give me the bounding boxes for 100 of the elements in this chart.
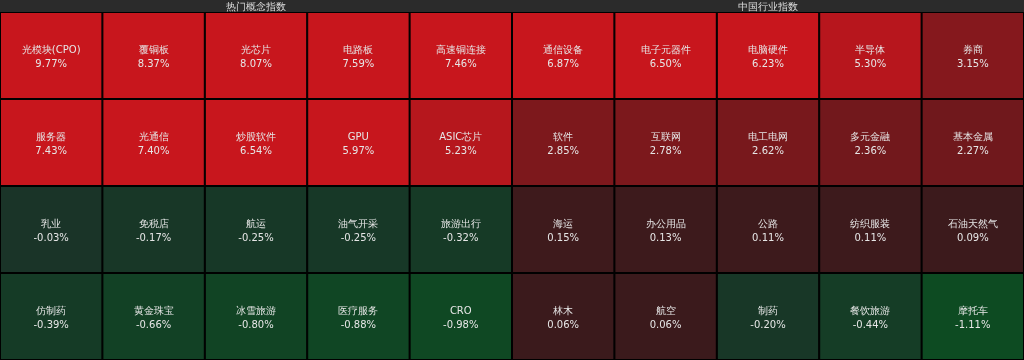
- category-label: 基本金属: [952, 130, 993, 142]
- category-label: 光芯片: [241, 43, 271, 55]
- data-label: 0.15%: [547, 231, 580, 243]
- data-label: -0.17%: [135, 231, 172, 243]
- category-label: 石油天然气: [947, 217, 998, 229]
- data-label: 5.30%: [854, 57, 887, 69]
- data-label: 2.36%: [854, 144, 887, 156]
- data-label: -0.98%: [443, 318, 479, 330]
- cell: 电工电网 2.62%: [716, 99, 820, 186]
- data-label: -0.32%: [443, 231, 479, 243]
- data-label: 7.43%: [35, 144, 68, 156]
- data-label: -0.88%: [340, 318, 377, 330]
- data-label: 7.40%: [137, 144, 170, 156]
- data-label: -0.03%: [33, 231, 69, 243]
- category-label: 免税店: [138, 217, 169, 229]
- cell: 光芯片 8.07%: [204, 12, 308, 99]
- category-label: 电子元器件: [640, 43, 691, 55]
- data-label: 2.27%: [956, 144, 989, 156]
- category-label: 电脑硬件: [748, 43, 788, 55]
- category-label: 海运: [553, 217, 574, 229]
- category-label: 乳业: [41, 217, 62, 229]
- data-label: 6.23%: [752, 57, 784, 69]
- data-label: -0.25%: [238, 231, 274, 243]
- category-label: 覆铜板: [138, 43, 169, 55]
- title: 热门概念指数: [226, 1, 286, 12]
- category-label: 航运: [246, 217, 266, 229]
- cell: 摩托车 -1.11%: [921, 273, 1024, 360]
- category-label: 多元金融: [850, 130, 891, 142]
- cell: 基本金属 2.27%: [921, 99, 1024, 186]
- data-label: 8.07%: [240, 57, 272, 69]
- category-label: 光通信: [138, 130, 169, 142]
- data-label: -0.39%: [33, 318, 69, 330]
- category-label: 林木: [552, 304, 574, 316]
- cell: 券商 3.15%: [921, 12, 1024, 99]
- data-label: 0.06%: [547, 318, 580, 330]
- cell: 医疗服务 -0.88%: [307, 273, 410, 360]
- cell: 公路 0.11%: [716, 186, 820, 273]
- cell: GPU 5.97%: [307, 99, 410, 186]
- data-label: 0.09%: [956, 231, 989, 243]
- category-label: 航空: [655, 304, 676, 316]
- cell: 光通信 7.40%: [102, 99, 205, 186]
- title: 中国行业指数: [738, 1, 798, 12]
- category-label: 医疗服务: [338, 304, 379, 316]
- cell: 旅游出行 -0.32%: [409, 186, 512, 273]
- cell: 电子元器件 6.50%: [614, 12, 717, 99]
- data-label: 0.11%: [854, 231, 887, 243]
- data-label: -0.44%: [852, 318, 889, 330]
- cell: 免税店 -0.17%: [102, 186, 205, 273]
- category-label: 互联网: [650, 130, 681, 142]
- cell: 服务器 7.43%: [0, 99, 103, 186]
- data-label: 8.37%: [137, 57, 170, 69]
- cell: 海运 0.15%: [512, 186, 615, 273]
- cell: 互联网 2.78%: [614, 99, 717, 186]
- category-label: 油气开采: [338, 217, 379, 229]
- cell: 餐饮旅游 -0.44%: [819, 273, 922, 360]
- data-label: 6.87%: [547, 57, 580, 69]
- cell: 乳业 -0.03%: [0, 186, 103, 273]
- category-label: 光模块(CPO): [21, 43, 81, 55]
- data-label: 2.85%: [547, 144, 580, 156]
- category-label: 炒股软件: [236, 130, 276, 142]
- cell: 办公用品 0.13%: [614, 186, 717, 273]
- category-label: 办公用品: [645, 217, 686, 229]
- data-label: 0.11%: [752, 231, 784, 243]
- category-label: 高速铜连接: [435, 43, 486, 55]
- category-label: 电工电网: [748, 130, 788, 142]
- cell: 软件 2.85%: [512, 99, 615, 186]
- cell: 多元金融 2.36%: [819, 99, 922, 186]
- category-label: 制药: [758, 304, 778, 316]
- cell: 半导体 5.30%: [819, 12, 922, 99]
- data-label: 7.59%: [342, 57, 375, 69]
- category-label: ASIC芯片: [439, 130, 483, 142]
- data-label: 7.46%: [444, 57, 477, 69]
- cell: 覆铜板 8.37%: [102, 12, 205, 99]
- cell: 冰雪旅游 -0.80%: [204, 273, 308, 360]
- data-label: 6.50%: [649, 57, 682, 69]
- category-label: GPU: [347, 130, 369, 142]
- data-label: 3.15%: [956, 57, 989, 69]
- cell: ASIC芯片 5.23%: [409, 99, 512, 186]
- cell: 黄金珠宝 -0.66%: [102, 273, 205, 360]
- data-label: 0.06%: [649, 318, 682, 330]
- data-label: -0.80%: [238, 318, 274, 330]
- data-label: 6.54%: [240, 144, 272, 156]
- data-label: -0.20%: [750, 318, 786, 330]
- category-label: 通信设备: [543, 43, 584, 55]
- data-label: 5.23%: [444, 144, 477, 156]
- cell: 炒股软件 6.54%: [204, 99, 308, 186]
- data-label: 0.13%: [649, 231, 682, 243]
- cell: 通信设备 6.87%: [512, 12, 615, 99]
- category-label: 黄金珠宝: [133, 304, 174, 316]
- data-label: -0.25%: [340, 231, 377, 243]
- data-label: -0.66%: [135, 318, 172, 330]
- category-label: 餐饮旅游: [850, 304, 891, 316]
- category-label: 半导体: [855, 43, 886, 55]
- cell: 油气开采 -0.25%: [307, 186, 410, 273]
- category-label: 仿制药: [35, 304, 67, 316]
- cell: 电路板 7.59%: [307, 12, 410, 99]
- category-label: 摩托车: [957, 304, 988, 316]
- category-label: 冰雪旅游: [236, 304, 276, 316]
- cell: 高速铜连接 7.46%: [409, 12, 512, 99]
- cell: 纺织服装 0.11%: [819, 186, 922, 273]
